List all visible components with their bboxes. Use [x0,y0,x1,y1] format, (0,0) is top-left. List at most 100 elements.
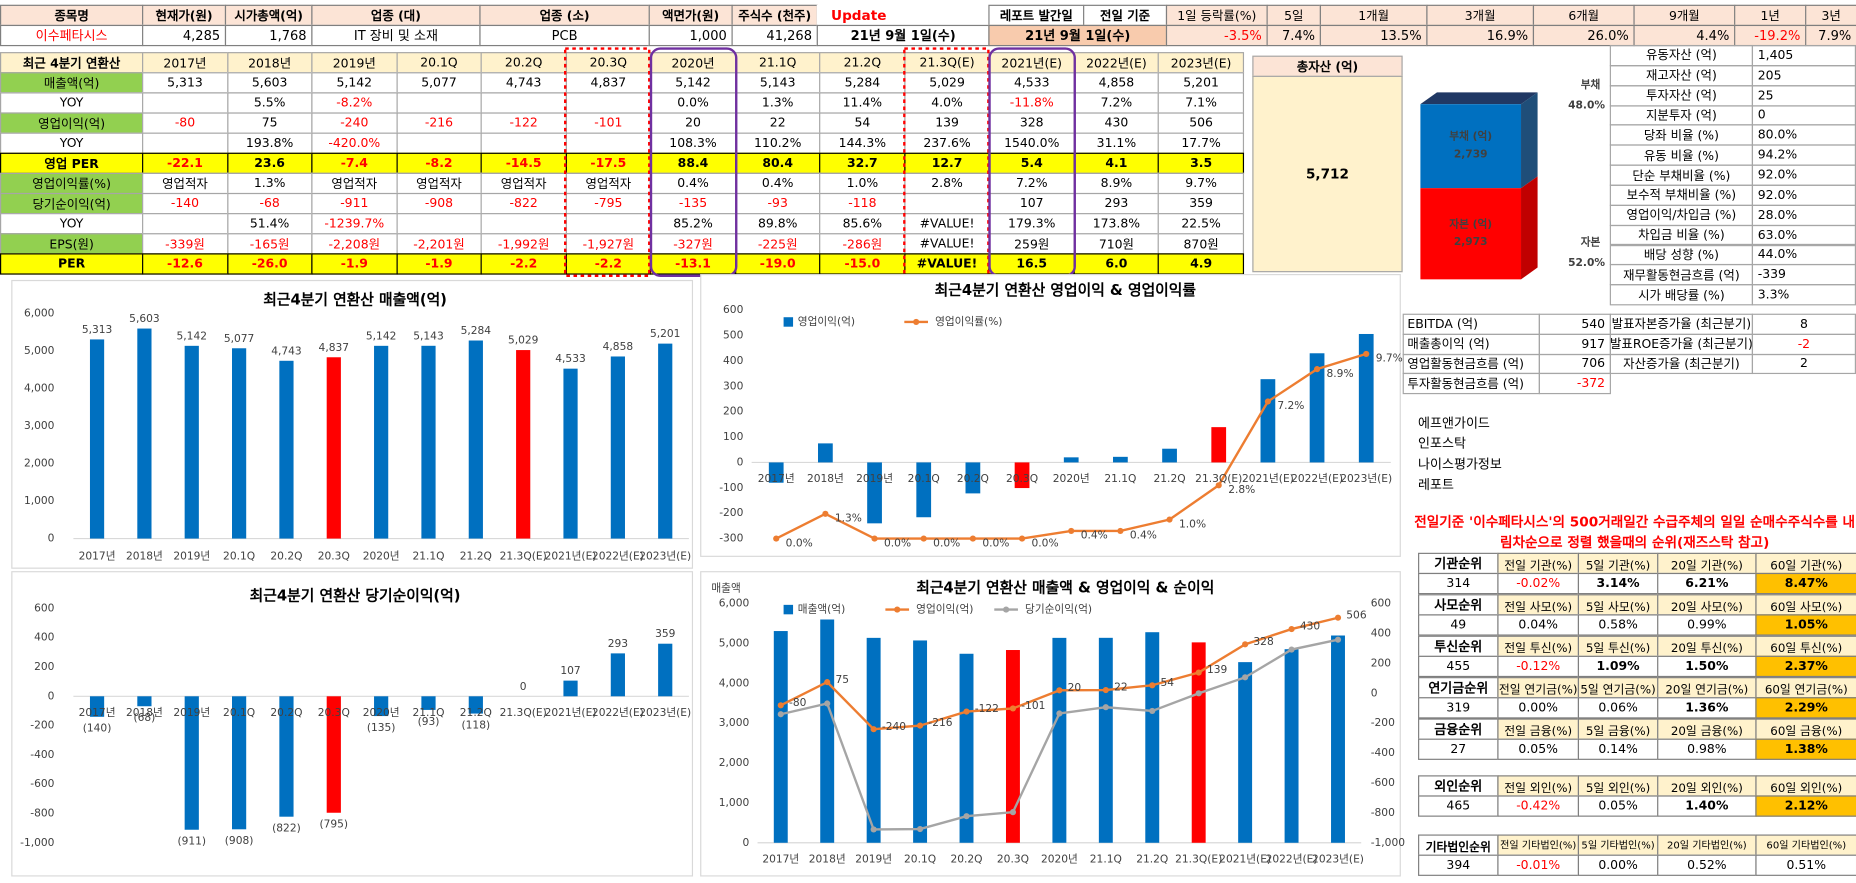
table-cell: 7.1% [1158,92,1245,114]
table-cell: 5,603 [226,72,313,94]
rank-value: 2.12% [1755,795,1856,817]
note: 전일기준 '이수페타시스'의 500거래일간 수급주체의 일일 순매수주식수를 … [1414,513,1856,551]
bar [184,696,199,830]
bar [326,696,341,813]
data-label: 9.7% [1376,352,1403,365]
column-header: 2020년 [650,52,736,74]
line-marker [1117,527,1124,535]
x-tick-label: 20.1Q [223,706,255,719]
header-value: 16.9% [1426,24,1535,47]
rank-value: 1.05% [1755,614,1856,636]
line-marker [1215,482,1222,489]
table-cell: -22.1 [142,152,228,174]
x-tick-label: 2020년 [363,549,400,562]
x-tick-label: 2020년 [1041,852,1078,865]
x-tick-label: 2023년(E) [1340,472,1392,485]
legend-label: 영업이익(억) [916,603,973,616]
table-cell: 5.5% [226,92,313,114]
data-label: (118) [462,718,491,731]
y-tick-label: 3,000 [24,419,55,432]
line-marker [916,825,924,833]
line-marker [1334,614,1342,621]
data-label: 4,743 [271,344,301,357]
bar [563,368,578,539]
x-tick-label: 2017년 [79,706,116,719]
x-tick-label: 2022년(E) [1266,852,1318,865]
y-tick-label: 100 [723,430,744,443]
link: 인포스탁 [1418,435,1466,451]
line-marker [1102,686,1109,694]
rank-value: 6.21% [1657,572,1757,595]
y-tick-label: -800 [30,806,54,819]
x-tick-label: 20.1Q [908,472,940,485]
rank-value: 0.04% [1497,614,1580,636]
bar [326,357,341,539]
line-marker [1313,366,1321,373]
y-tick-label: -200 [30,719,54,732]
rank-value: 0.05% [1577,795,1659,817]
rank-value: 8.47% [1755,572,1856,595]
bar [1145,632,1160,843]
rank-value: 0.99% [1657,614,1757,636]
data-label: 328 [1253,635,1274,648]
highlight-box [988,47,1076,277]
data-label: (135) [367,721,396,734]
data-label: 107 [560,664,580,677]
y-tick-label: 200 [723,405,744,418]
rank-header: 전일 기관(%) [1497,552,1580,575]
rank-value: 455 [1418,655,1499,678]
x-tick-label: 2018년 [126,706,163,719]
data-label: 8.9% [1327,367,1354,380]
data-label: 0.0% [884,536,911,549]
table-cell: 8.9% [1073,172,1160,195]
table-cell: -2,201원 [396,233,482,255]
data-label: 0.0% [1032,536,1059,549]
y-tick-label: -800 [1371,806,1395,819]
header-value: 7.9% [1805,24,1856,47]
share-label: 48.0% [1568,98,1605,111]
y-tick-label: 1,000 [24,494,55,507]
y-tick-label: -300 [719,532,743,545]
chart-frame [11,571,694,877]
x-tick-label: 21.3Q(E) [500,706,547,719]
header-value: 1,768 [224,24,313,47]
x-tick-label: 2020년 [1053,472,1090,485]
corner-cell: 최근 4분기 연환산 [0,52,144,74]
table-cell: -140 [142,192,228,215]
table-cell: 5,143 [734,72,821,94]
y-tick-label: 200 [34,660,55,673]
line-marker [1166,516,1173,523]
data-label: 0.0% [982,536,1009,549]
data-label: 5,313 [82,323,112,336]
data-label: (68) [133,711,155,724]
x-tick-label: 21.2Q [1136,852,1168,865]
data-label: -216 [928,716,952,729]
y-tick-label: -400 [30,748,54,761]
data-label: (93) [418,715,440,728]
x-tick-label: 21.1Q [412,549,444,562]
bar [563,680,578,697]
y-tick-label: -400 [1371,746,1395,759]
line-marker [824,679,831,686]
data-label: -240 [882,720,906,733]
line-marker [1056,710,1063,717]
rank-value: 1.40% [1657,795,1757,817]
x-tick-label: 2021년(E) [1219,852,1271,865]
bar [89,696,105,717]
legend-label: 당기순이익(억) [1025,603,1092,616]
rank-value: 0.52% [1657,854,1757,876]
data-label: 359 [655,627,676,640]
highlight-box [649,47,738,277]
rank-header: 20일 금융(%) [1657,718,1757,740]
y-tick-label: 5,000 [719,637,750,650]
rank-value: 3.14% [1577,572,1659,595]
data-label: 2.8% [1228,483,1255,496]
bar [516,350,531,539]
data-label: 5,142 [177,329,207,342]
bar [965,462,981,494]
y-tick-label: 4,000 [24,382,55,395]
rank-value: -0.42% [1497,795,1580,817]
x-tick-label: 2022년(E) [592,706,644,719]
x-tick-label: 20.2Q [270,549,302,562]
header-label: 1년 [1734,4,1807,27]
